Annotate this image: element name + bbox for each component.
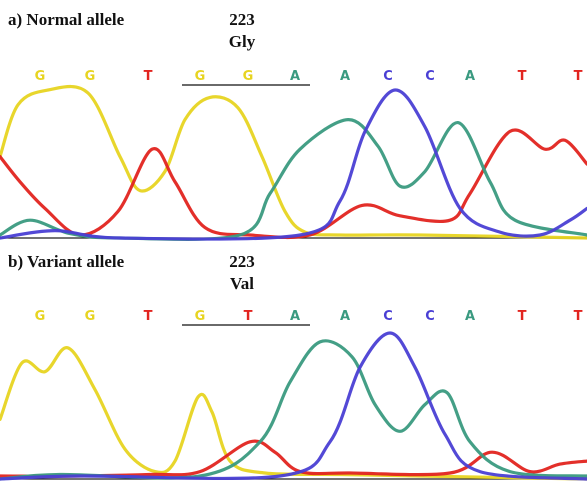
base-call-g: G <box>85 69 96 84</box>
base-call-a: A <box>340 309 350 324</box>
base-call-a: A <box>340 69 350 84</box>
base-call-t: T <box>518 69 527 84</box>
trace-t <box>0 439 587 478</box>
amino-acid: Gly <box>228 32 256 51</box>
base-call-g: G <box>195 69 206 84</box>
panel-variant-allele: b) Variant allele 223 Val G G T G T A A C C A T T <box>0 242 587 483</box>
trace-a <box>0 339 587 481</box>
panel-normal-allele: a) Normal allele 223 Gly G G T G G A A C C A T T <box>0 10 587 241</box>
trace-c <box>0 88 587 241</box>
base-call-a: A <box>290 309 300 324</box>
codon-position: 223 <box>229 10 255 29</box>
base-call-c: C <box>425 69 435 84</box>
base-call-c: C <box>383 69 393 84</box>
base-call-t: T <box>144 309 153 324</box>
amino-acid: Val <box>230 274 254 293</box>
base-call-t: T <box>518 309 527 324</box>
base-call-t: T <box>144 69 153 84</box>
trace-c <box>0 331 587 481</box>
base-call-g: G <box>195 309 206 324</box>
codon-position: 223 <box>229 252 255 271</box>
base-call-a: A <box>465 69 475 84</box>
base-call-g: G <box>35 69 46 84</box>
panel-title: a) Normal allele <box>8 10 125 29</box>
trace-t <box>0 128 587 240</box>
base-call-g: G <box>85 309 96 324</box>
base-call-t: T <box>244 309 253 324</box>
panel-title: b) Variant allele <box>8 252 125 271</box>
trace-a <box>0 117 587 241</box>
base-call-a: A <box>290 69 300 84</box>
base-call-t: T <box>574 69 583 84</box>
base-call-c: C <box>425 309 435 324</box>
base-call-c: C <box>383 309 393 324</box>
trace-g <box>0 346 587 481</box>
trace-g <box>0 84 587 240</box>
base-call-g: G <box>243 69 254 84</box>
base-call-g: G <box>35 309 46 324</box>
base-call-a: A <box>465 309 475 324</box>
base-call-t: T <box>574 309 583 324</box>
